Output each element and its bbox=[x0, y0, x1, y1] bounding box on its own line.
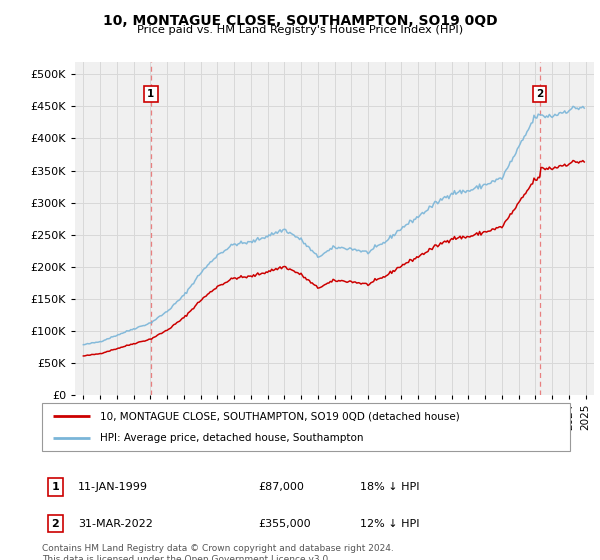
Text: 2: 2 bbox=[52, 519, 59, 529]
Text: 1: 1 bbox=[52, 482, 59, 492]
Text: 31-MAR-2022: 31-MAR-2022 bbox=[78, 519, 153, 529]
Text: 10, MONTAGUE CLOSE, SOUTHAMPTON, SO19 0QD (detached house): 10, MONTAGUE CLOSE, SOUTHAMPTON, SO19 0Q… bbox=[100, 411, 460, 421]
Text: Price paid vs. HM Land Registry's House Price Index (HPI): Price paid vs. HM Land Registry's House … bbox=[137, 25, 463, 35]
Text: 1: 1 bbox=[147, 88, 154, 99]
Text: 12% ↓ HPI: 12% ↓ HPI bbox=[360, 519, 419, 529]
Text: Contains HM Land Registry data © Crown copyright and database right 2024.
This d: Contains HM Land Registry data © Crown c… bbox=[42, 544, 394, 560]
Text: HPI: Average price, detached house, Southampton: HPI: Average price, detached house, Sout… bbox=[100, 433, 364, 443]
Text: £355,000: £355,000 bbox=[258, 519, 311, 529]
FancyBboxPatch shape bbox=[42, 403, 570, 451]
Text: 10, MONTAGUE CLOSE, SOUTHAMPTON, SO19 0QD: 10, MONTAGUE CLOSE, SOUTHAMPTON, SO19 0Q… bbox=[103, 14, 497, 28]
Text: £87,000: £87,000 bbox=[258, 482, 304, 492]
Text: 18% ↓ HPI: 18% ↓ HPI bbox=[360, 482, 419, 492]
Text: 11-JAN-1999: 11-JAN-1999 bbox=[78, 482, 148, 492]
Text: 2: 2 bbox=[536, 88, 543, 99]
